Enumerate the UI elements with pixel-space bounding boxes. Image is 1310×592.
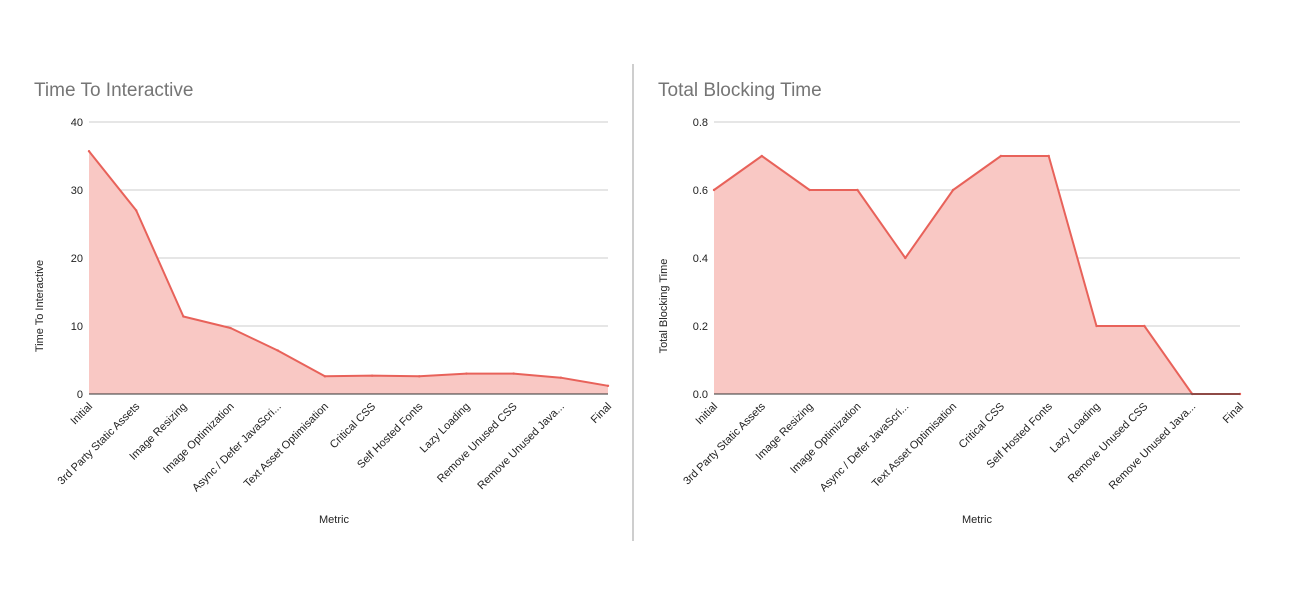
data-point: [418, 375, 421, 378]
x-tick-label: Remove Unused Java...: [475, 401, 566, 492]
y-tick-label: 0.2: [693, 321, 708, 333]
chart-title: Time To Interactive: [34, 80, 193, 101]
x-tick-label: Text Asset Optimisation: [870, 401, 959, 490]
series-area: [714, 156, 1240, 394]
series-area: [89, 151, 608, 394]
data-point: [951, 188, 955, 192]
data-point: [276, 349, 279, 352]
data-point: [559, 376, 563, 379]
x-tick-label: Remove Unused Java...: [1107, 401, 1198, 492]
x-tick-label: Remove Unused CSS: [1066, 401, 1151, 486]
x-tick-label: Final: [1221, 401, 1246, 426]
y-tick-label: 40: [71, 117, 83, 129]
y-axis-label: Time To Interactive: [34, 260, 46, 352]
x-axis-label: Metric: [319, 514, 349, 526]
y-tick-label: 30: [71, 185, 83, 197]
x-tick-label: Initial: [693, 401, 720, 428]
chart-title: Total Blocking Time: [658, 80, 822, 101]
y-axis-label: Total Blocking Time: [658, 259, 670, 354]
data-point: [512, 372, 515, 375]
data-point: [465, 372, 468, 375]
x-tick-label: Async / Defer JavaScri...: [190, 401, 284, 495]
data-point: [999, 154, 1003, 158]
x-tick-label: Remove Unused CSS: [435, 401, 520, 486]
y-tick-label: 0: [77, 389, 83, 401]
data-point: [370, 374, 374, 377]
x-tick-label: Critical CSS: [957, 401, 1007, 451]
data-point: [1143, 324, 1146, 328]
time-to-interactive-chart: Time To Interactive Metric Time To Inter…: [34, 80, 614, 526]
data-point: [904, 256, 907, 260]
series-line: [88, 150, 609, 387]
x-tick-label: Critical CSS: [328, 401, 378, 451]
x-tick-label: Final: [589, 401, 614, 426]
y-tick-label: 0.6: [693, 185, 708, 197]
y-tick-label: 0.0: [693, 389, 708, 401]
y-tick-label: 10: [71, 321, 83, 333]
x-tick-label: Initial: [68, 401, 95, 428]
total-blocking-time-chart: Total Blocking Time Metric Total Blockin…: [658, 80, 1246, 526]
data-point: [808, 188, 811, 192]
x-tick-label: 3rd Party Static Assets: [681, 400, 768, 487]
data-point: [760, 154, 764, 158]
x-axis-label: Metric: [962, 514, 992, 526]
data-point: [134, 209, 138, 212]
data-point: [1047, 154, 1050, 158]
data-point: [606, 384, 610, 388]
data-point: [323, 375, 327, 378]
data-point: [87, 150, 91, 153]
y-tick-label: 20: [71, 253, 83, 265]
data-point: [712, 188, 716, 192]
data-point: [1095, 324, 1098, 328]
data-point: [856, 188, 859, 192]
x-tick-label: Async / Defer JavaScri...: [818, 401, 912, 495]
y-tick-label: 0.8: [693, 117, 708, 129]
x-tick-label: 3rd Party Static Assets: [56, 400, 143, 487]
data-point: [182, 315, 185, 318]
y-tick-label: 0.4: [693, 253, 708, 265]
data-point: [229, 326, 232, 330]
x-tick-label: Text Asset Optimisation: [242, 401, 331, 490]
series-line: [713, 155, 1240, 395]
